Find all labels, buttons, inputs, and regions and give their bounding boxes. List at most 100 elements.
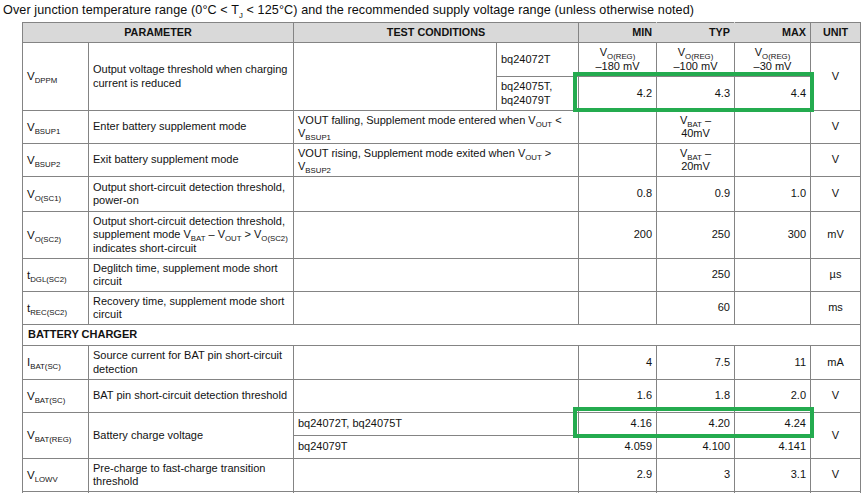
vosc1-typ: 0.9 [657, 177, 735, 212]
section-battery-charger-label: BATTERY CHARGER [23, 325, 861, 346]
vbsup1-max [735, 111, 811, 144]
tdgl-sc2-condition [294, 259, 579, 292]
vbat-reg-max-1: 4.141 [735, 436, 811, 459]
row-vlowv: VLOWV Pre-charge to fast-charge transiti… [23, 459, 861, 492]
vdppm-device-0: bq24072T [497, 43, 579, 77]
vbsup2-parameter: Exit battery supplement mode [89, 144, 294, 177]
vbat-sc-max: 2.0 [735, 380, 811, 413]
vbat-reg-device-0: bq24072T, bq24075T [294, 413, 579, 436]
row-trec-sc2: tREC(SC2) Recovery time, supplement mode… [23, 292, 861, 325]
header-test-conditions: TEST CONDITIONS [294, 23, 579, 43]
vbat-reg-typ-1: 4.100 [657, 436, 735, 459]
row-vbat-reg-a: VBAT(REG) Battery charge voltage bq24072… [23, 413, 861, 436]
header-row: PARAMETER TEST CONDITIONS MIN TYP MAX UN… [23, 23, 861, 43]
vbsup1-parameter: Enter battery supplement mode [89, 111, 294, 144]
trec-sc2-max [735, 292, 811, 325]
vosc2-max: 300 [735, 212, 811, 259]
vdppm-typ-1: 4.3 [657, 77, 735, 111]
vdppm-min-0: VO(REG)–180 mV [579, 43, 657, 77]
vdppm-min-1: 4.2 [579, 77, 657, 111]
row-vbsup2: VBSUP2 Exit battery supplement mode VOUT… [23, 144, 861, 177]
vlowv-unit: V [811, 459, 861, 492]
vbat-reg-parameter: Battery charge voltage [89, 413, 294, 459]
tdgl-sc2-unit: µs [811, 259, 861, 292]
vdppm-parameter: Output voltage threshold when charging c… [89, 43, 294, 111]
vdppm-unit: V [811, 43, 861, 111]
vbsup2-condition: VOUT rising, Supplement mode exited when… [294, 144, 579, 177]
vosc1-unit: V [811, 177, 861, 212]
trec-sc2-condition [294, 292, 579, 325]
vlowv-parameter: Pre-charge to fast-charge transition thr… [89, 459, 294, 492]
vosc2-min: 200 [579, 212, 657, 259]
vbat-reg-typ-0: 4.20 [657, 413, 735, 436]
ibat-sc-symbol: IBAT(SC) [23, 346, 89, 380]
vbsup2-unit: V [811, 144, 861, 177]
vosc1-min: 0.8 [579, 177, 657, 212]
vbat-reg-max-0: 4.24 [735, 413, 811, 436]
row-vbat-sc: VBAT(SC) BAT pin short-circuit detection… [23, 380, 861, 413]
vbat-sc-condition [294, 380, 579, 413]
ibat-sc-min: 4 [579, 346, 657, 380]
ibat-sc-unit: mA [811, 346, 861, 380]
vlowv-condition [294, 459, 579, 492]
vosc2-symbol: VO(SC2) [23, 212, 89, 259]
table-title: Over junction temperature range (0°C < T… [3, 3, 694, 17]
row-vosc2: VO(SC2) Output short-circuit detection t… [23, 212, 861, 259]
tdgl-sc2-symbol: tDGL(SC2) [23, 259, 89, 292]
header-typ: TYP [657, 23, 735, 43]
row-ibat-sc: IBAT(SC) Source current for BAT pin shor… [23, 346, 861, 380]
row-tdgl-sc2: tDGL(SC2) Deglitch time, supplement mode… [23, 259, 861, 292]
vosc2-parameter: Output short-circuit detection threshold… [89, 212, 294, 259]
vbsup1-unit: V [811, 111, 861, 144]
vbat-reg-symbol: VBAT(REG) [23, 413, 89, 459]
vosc1-symbol: VO(SC1) [23, 177, 89, 212]
vbat-reg-min-1: 4.059 [579, 436, 657, 459]
vbsup1-symbol: VBSUP1 [23, 111, 89, 144]
row-vbsup1: VBSUP1 Enter battery supplement mode VOU… [23, 111, 861, 144]
vlowv-typ: 3 [657, 459, 735, 492]
vbsup1-min [579, 111, 657, 144]
tdgl-sc2-max [735, 259, 811, 292]
trec-sc2-parameter: Recovery time, supplement mode short cir… [89, 292, 294, 325]
vbat-reg-min-0: 4.16 [579, 413, 657, 436]
vosc2-unit: mV [811, 212, 861, 259]
vosc1-max: 1.0 [735, 177, 811, 212]
vdppm-condition [294, 43, 497, 111]
tdgl-sc2-min [579, 259, 657, 292]
row-vdppm-bq24072t: VDPPM Output voltage threshold when char… [23, 43, 861, 77]
header-parameter: PARAMETER [23, 23, 294, 43]
vbat-sc-typ: 1.8 [657, 380, 735, 413]
vbat-sc-min: 1.6 [579, 380, 657, 413]
vosc2-condition [294, 212, 579, 259]
vdppm-typ-0: VO(REG)–100 mV [657, 43, 735, 77]
header-unit: UNIT [811, 23, 861, 43]
trec-sc2-unit: ms [811, 292, 861, 325]
vbat-reg-unit: V [811, 413, 861, 459]
vdppm-max-1: 4.4 [735, 77, 811, 111]
vbat-sc-parameter: BAT pin short-circuit detection threshol… [89, 380, 294, 413]
vdppm-device-1: bq24075T,bq24079T [497, 77, 579, 111]
vosc1-condition [294, 177, 579, 212]
vbsup2-typ: VBAT –20mV [657, 144, 735, 177]
electrical-characteristics-table: PARAMETER TEST CONDITIONS MIN TYP MAX UN… [22, 22, 861, 493]
vbsup1-condition: VOUT falling, Supplement mode entered wh… [294, 111, 579, 144]
ibat-sc-condition [294, 346, 579, 380]
ibat-sc-max: 11 [735, 346, 811, 380]
vlowv-symbol: VLOWV [23, 459, 89, 492]
vbat-sc-symbol: VBAT(SC) [23, 380, 89, 413]
vbat-sc-unit: V [811, 380, 861, 413]
vlowv-min: 2.9 [579, 459, 657, 492]
vbsup2-min [579, 144, 657, 177]
ibat-sc-typ: 7.5 [657, 346, 735, 380]
trec-sc2-symbol: tREC(SC2) [23, 292, 89, 325]
vosc2-typ: 250 [657, 212, 735, 259]
vlowv-max: 3.1 [735, 459, 811, 492]
trec-sc2-min [579, 292, 657, 325]
vbsup2-symbol: VBSUP2 [23, 144, 89, 177]
vbsup1-typ: VBAT –40mV [657, 111, 735, 144]
trec-sc2-typ: 60 [657, 292, 735, 325]
row-vosc1: VO(SC1) Output short-circuit detection t… [23, 177, 861, 212]
vbsup2-max [735, 144, 811, 177]
header-min: MIN [579, 23, 657, 43]
tdgl-sc2-typ: 250 [657, 259, 735, 292]
